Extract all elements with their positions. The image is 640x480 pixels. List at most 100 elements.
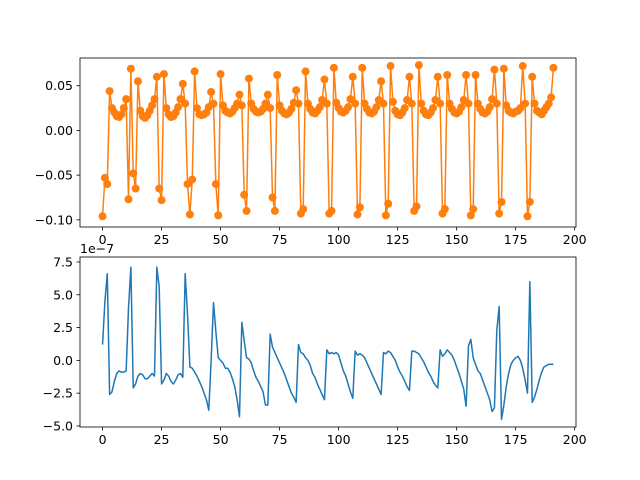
data-point bbox=[485, 103, 494, 112]
data-point bbox=[235, 90, 244, 99]
axes-frame bbox=[79, 57, 577, 228]
data-point bbox=[185, 210, 194, 219]
data-point bbox=[412, 202, 421, 211]
data-point bbox=[466, 211, 475, 220]
y-tick-label: −0.05 bbox=[35, 168, 73, 183]
data-point bbox=[214, 211, 223, 220]
data-point bbox=[457, 103, 466, 112]
data-point bbox=[440, 205, 449, 214]
data-point bbox=[384, 199, 393, 208]
data-point bbox=[152, 72, 161, 81]
data-point bbox=[381, 211, 390, 220]
y-tick-label: 7.5 bbox=[53, 254, 73, 269]
data-point bbox=[242, 206, 251, 215]
data-point bbox=[525, 197, 534, 206]
data-point bbox=[188, 175, 197, 184]
data-point bbox=[379, 99, 388, 108]
data-point bbox=[492, 99, 501, 108]
data-point bbox=[358, 63, 367, 72]
data-point bbox=[490, 65, 499, 74]
data-point bbox=[178, 79, 187, 88]
data-point bbox=[377, 77, 386, 86]
data-point bbox=[299, 205, 308, 214]
data-point bbox=[292, 86, 301, 95]
data-point bbox=[263, 90, 272, 99]
data-point bbox=[192, 104, 201, 113]
data-point bbox=[270, 206, 279, 215]
y-tick-label: 0.00 bbox=[45, 123, 73, 138]
y-tick-label: 5.0 bbox=[53, 287, 73, 302]
data-point bbox=[372, 103, 381, 112]
data-point bbox=[181, 99, 190, 108]
x-tick-label: 175 bbox=[504, 432, 528, 447]
y-tick-label: 0.0 bbox=[53, 353, 73, 368]
data-point bbox=[547, 93, 556, 102]
data-point bbox=[414, 61, 423, 70]
data-point bbox=[100, 173, 109, 182]
data-point bbox=[497, 197, 506, 206]
data-point bbox=[294, 99, 303, 108]
data-point bbox=[266, 104, 275, 113]
data-point bbox=[301, 67, 310, 76]
y-tick-label: 2.5 bbox=[53, 320, 73, 335]
x-tick-label: 150 bbox=[445, 432, 469, 447]
data-point bbox=[329, 63, 338, 72]
data-point bbox=[549, 63, 558, 72]
x-tick-label: 25 bbox=[154, 432, 170, 447]
x-tick-label: 100 bbox=[327, 432, 351, 447]
data-point bbox=[322, 99, 331, 108]
data-point bbox=[353, 210, 362, 219]
data-point bbox=[124, 195, 133, 204]
data-point bbox=[417, 99, 426, 108]
data-point bbox=[103, 180, 112, 189]
data-point bbox=[351, 99, 360, 108]
data-point bbox=[133, 77, 142, 86]
data-point bbox=[105, 87, 114, 96]
data-point bbox=[157, 196, 166, 205]
data-point bbox=[355, 203, 364, 212]
data-point bbox=[155, 184, 164, 193]
data-point bbox=[148, 101, 157, 110]
data-point bbox=[386, 62, 395, 71]
data-point bbox=[98, 212, 107, 221]
data-point bbox=[216, 70, 225, 79]
data-point bbox=[495, 209, 504, 218]
x-tick-label: 100 bbox=[327, 232, 351, 247]
data-point bbox=[237, 101, 246, 110]
data-point bbox=[499, 64, 508, 73]
data-point bbox=[436, 99, 445, 108]
data-point bbox=[464, 99, 473, 108]
data-point bbox=[528, 72, 537, 81]
data-point bbox=[523, 212, 532, 221]
data-point bbox=[320, 75, 329, 84]
x-tick-label: 200 bbox=[563, 432, 587, 447]
data-point bbox=[407, 99, 416, 108]
axes-frame bbox=[79, 256, 577, 428]
y-tick-label: −0.10 bbox=[35, 212, 73, 227]
data-point bbox=[530, 99, 539, 108]
data-point bbox=[126, 64, 135, 73]
y-tick-label: −2.5 bbox=[43, 386, 73, 401]
data-point bbox=[287, 104, 296, 113]
data-point bbox=[117, 110, 126, 119]
x-tick-label: 50 bbox=[213, 232, 229, 247]
data-point bbox=[348, 72, 357, 81]
data-point bbox=[162, 104, 171, 113]
data-point bbox=[159, 70, 168, 79]
y-tick-label: 0.05 bbox=[45, 78, 73, 93]
data-point bbox=[405, 72, 414, 81]
x-tick-label: 150 bbox=[445, 232, 469, 247]
x-tick-label: 50 bbox=[213, 432, 229, 447]
data-point bbox=[209, 99, 218, 108]
data-point bbox=[400, 104, 409, 113]
x-tick-label: 125 bbox=[386, 432, 410, 447]
data-point bbox=[174, 103, 183, 112]
data-point bbox=[150, 95, 159, 104]
axis-offset-text: 1e−7 bbox=[80, 241, 114, 256]
data-point bbox=[518, 62, 527, 71]
x-tick-label: 125 bbox=[386, 232, 410, 247]
data-point bbox=[471, 70, 480, 79]
data-point bbox=[273, 70, 282, 79]
data-point bbox=[240, 190, 249, 199]
